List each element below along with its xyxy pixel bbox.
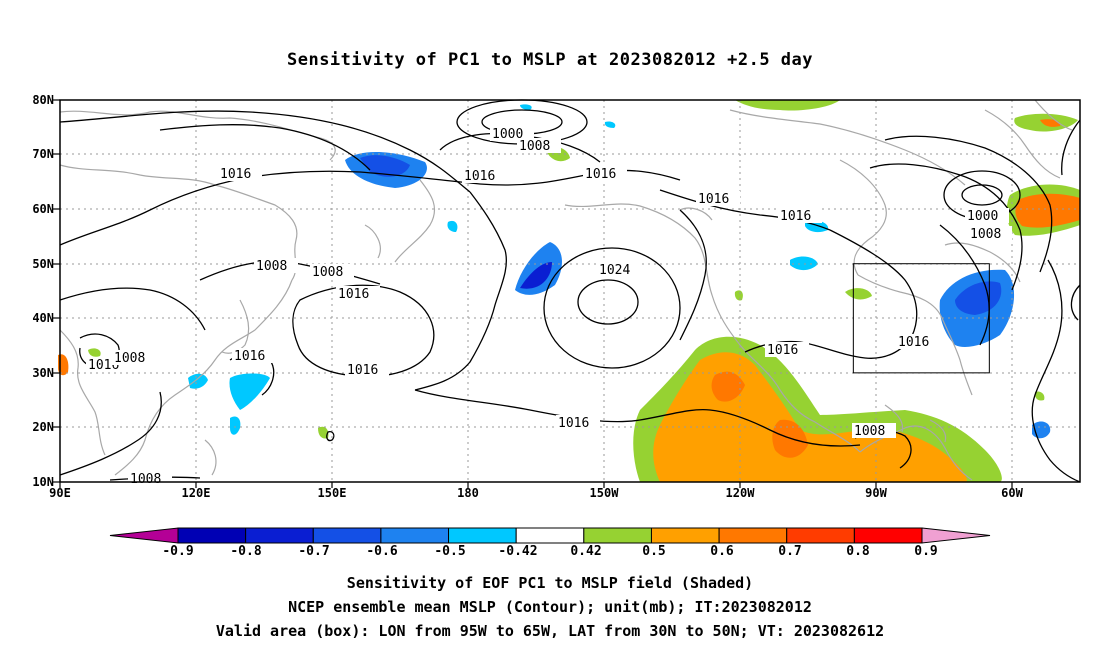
colorbar-cell <box>853 527 923 544</box>
caption-line-2: NCEP ensemble mean MSLP (Contour); unit(… <box>288 598 812 616</box>
colorbar-label: -0.8 <box>230 544 262 559</box>
contour-label: 1000 <box>967 209 998 224</box>
lon-label: 120E <box>181 486 211 500</box>
lon-label: 150W <box>589 486 619 500</box>
contour-label: 1024 <box>599 263 630 278</box>
map-title: Sensitivity of PC1 to MSLP at 2023082012… <box>286 50 813 70</box>
contour-label: 1016 <box>220 167 251 182</box>
contour-label: 1008 <box>114 351 145 366</box>
contour-label: 1016 <box>338 287 369 302</box>
contour-label: 1016 <box>234 349 265 364</box>
colorbar-label: 0.8 <box>846 544 870 559</box>
lat-label: 80N <box>32 93 54 107</box>
colorbar-label: -0.6 <box>366 544 398 559</box>
coastlines <box>59 99 1073 481</box>
map-frame <box>59 99 1081 483</box>
lat-label: 20N <box>32 420 54 434</box>
colorbar-cell <box>718 527 788 544</box>
contour-label: 1000 <box>492 127 523 142</box>
tick-marks <box>52 99 1013 488</box>
contour-label: 1016 <box>585 167 616 182</box>
colorbar-label: -0.42 <box>498 544 538 559</box>
colorbar-cell <box>515 527 585 544</box>
lon-label: 180 <box>457 486 479 500</box>
contour-label: 1008 <box>256 259 287 274</box>
lon-label: 90W <box>865 486 887 500</box>
contour-labels: 1000 1008 1016 1016 1016 1016 1016 1008 … <box>86 126 1012 487</box>
colorbar-cell <box>650 527 720 544</box>
contour-label: 1016 <box>347 363 378 378</box>
colorbar-cell <box>380 527 450 544</box>
contour-label: 1008 <box>970 227 1001 242</box>
colorbar-label: 0.7 <box>778 544 802 559</box>
valid-area-box <box>852 263 990 374</box>
contour-label: 1008 <box>519 139 550 154</box>
contour-label: 1016 <box>698 192 729 207</box>
colorbar-label: -0.7 <box>298 544 330 559</box>
colorbar-label: 0.6 <box>710 544 734 559</box>
contour-label: 1016 <box>780 209 811 224</box>
lat-label: 30N <box>32 366 54 380</box>
lat-label: 70N <box>32 147 54 161</box>
contour-label: 1016 <box>767 343 798 358</box>
lon-label: 60W <box>1001 486 1023 500</box>
colorbar-label: -0.5 <box>434 544 466 559</box>
lat-label: 60N <box>32 202 54 216</box>
contour-label: 1008 <box>854 424 885 439</box>
lon-label: 90E <box>49 486 71 500</box>
caption-line-3: Valid area (box): LON from 95W to 65W, L… <box>215 622 885 640</box>
colorbar-cell <box>786 527 855 544</box>
lat-label: 50N <box>32 257 54 271</box>
colorbar-label: 0.5 <box>642 544 666 559</box>
colorbar-cell <box>177 527 247 544</box>
colorbar-label: -0.9 <box>162 544 194 559</box>
contour-label: 1016 <box>558 416 589 431</box>
colorbar-label: 0.9 <box>914 544 938 559</box>
gridlines <box>60 100 1080 482</box>
colorbar-min-triangle <box>109 527 179 544</box>
contour-label: 1016 <box>464 169 495 184</box>
colorbar-cell <box>245 527 314 544</box>
contour-label: 1016 <box>898 335 929 350</box>
contour-label: 1008 <box>312 265 343 280</box>
colorbar-cell <box>312 527 382 544</box>
colorbar-max-triangle <box>921 527 991 544</box>
lon-label: 120W <box>725 486 755 500</box>
contour-label: 1008 <box>130 472 161 487</box>
sensitivity-shading <box>58 100 1080 482</box>
colorbar-cell <box>448 527 517 544</box>
lat-label: 10N <box>32 475 54 489</box>
colorbar <box>109 527 991 544</box>
caption-line-1: Sensitivity of EOF PC1 to MSLP field (Sh… <box>346 574 754 592</box>
colorbar-label: 0.42 <box>570 544 602 559</box>
lat-label: 40N <box>32 311 54 325</box>
contour-label: 1016 <box>88 358 119 373</box>
colorbar-cell <box>583 527 652 544</box>
lon-label: 150E <box>317 486 347 500</box>
